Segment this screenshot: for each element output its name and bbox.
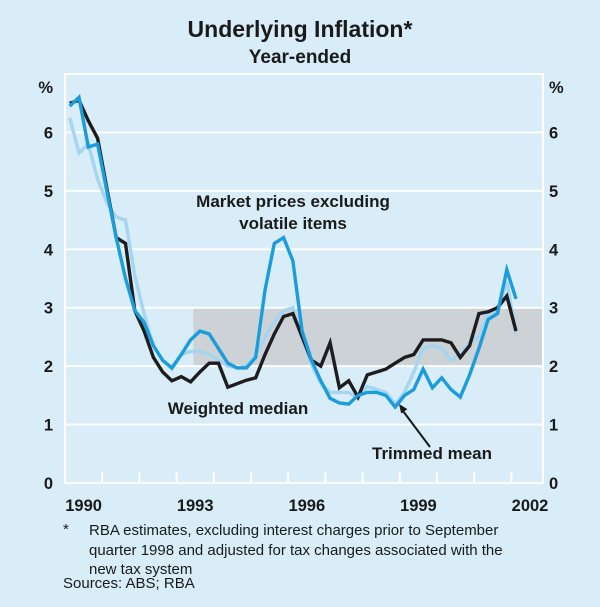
y-axis-label-left-4: 4 <box>44 241 54 259</box>
market-label-line2: volatile items <box>239 214 347 233</box>
y-axis-label-right-2: 2 <box>549 358 558 376</box>
footnote-text: RBA estimates, excluding interest charge… <box>89 521 574 580</box>
y-axis-label-left-1: 1 <box>44 417 53 435</box>
y-axis-label-left-2: 2 <box>44 358 53 376</box>
series-trimmed-mean <box>68 117 518 407</box>
series-weighted-median <box>69 98 518 401</box>
trimmed-label: Trimmed mean <box>372 444 492 463</box>
x-axis-label-1996: 1996 <box>288 497 325 515</box>
market-label-line1: Market prices excluding <box>196 192 390 211</box>
y-axis-label-right-4: 4 <box>549 241 559 259</box>
footnote-line-3: new tax system <box>89 561 193 578</box>
plot-frame <box>64 73 544 484</box>
y-axis-label-right-6: 6 <box>549 124 558 142</box>
y-axis-label-right-5: 5 <box>549 183 558 201</box>
x-axis-label-1993: 1993 <box>177 497 214 515</box>
trimmed-mean-arrowhead <box>399 404 408 414</box>
footnote-line-1: RBA estimates, excluding interest charge… <box>89 522 499 539</box>
y-axis-label-left-6: 6 <box>44 124 53 142</box>
y-axis-unit-right: % <box>549 79 564 97</box>
page-subtitle: Year-ended <box>248 47 352 68</box>
y-axis-label-right-1: 1 <box>549 417 558 435</box>
y-axis-label-left-0: 0 <box>44 475 53 493</box>
y-axis-label-right-3: 3 <box>549 300 558 318</box>
x-axis-label-1999: 1999 <box>400 497 437 515</box>
y-axis-label-right-0: 0 <box>549 475 558 493</box>
y-axis-label-left-5: 5 <box>44 183 53 201</box>
footnote-sources: Sources: ABS; RBA <box>63 575 195 592</box>
target-band <box>193 307 544 367</box>
page-title: Underlying Inflation* <box>187 16 413 42</box>
trimmed-mean-arrow <box>402 410 431 448</box>
y-axis-label-left-3: 3 <box>44 300 53 318</box>
footnote-marker: * <box>63 521 69 538</box>
y-axis-unit-left: % <box>38 79 53 97</box>
weighted-label: Weighted median <box>168 399 308 418</box>
x-axis-label-1990: 1990 <box>65 497 102 515</box>
series-market-prices <box>68 94 518 410</box>
footnote-line-2: quarter 1998 and adjusted for tax change… <box>89 541 503 559</box>
x-axis-label-2002: 2002 <box>512 497 549 515</box>
